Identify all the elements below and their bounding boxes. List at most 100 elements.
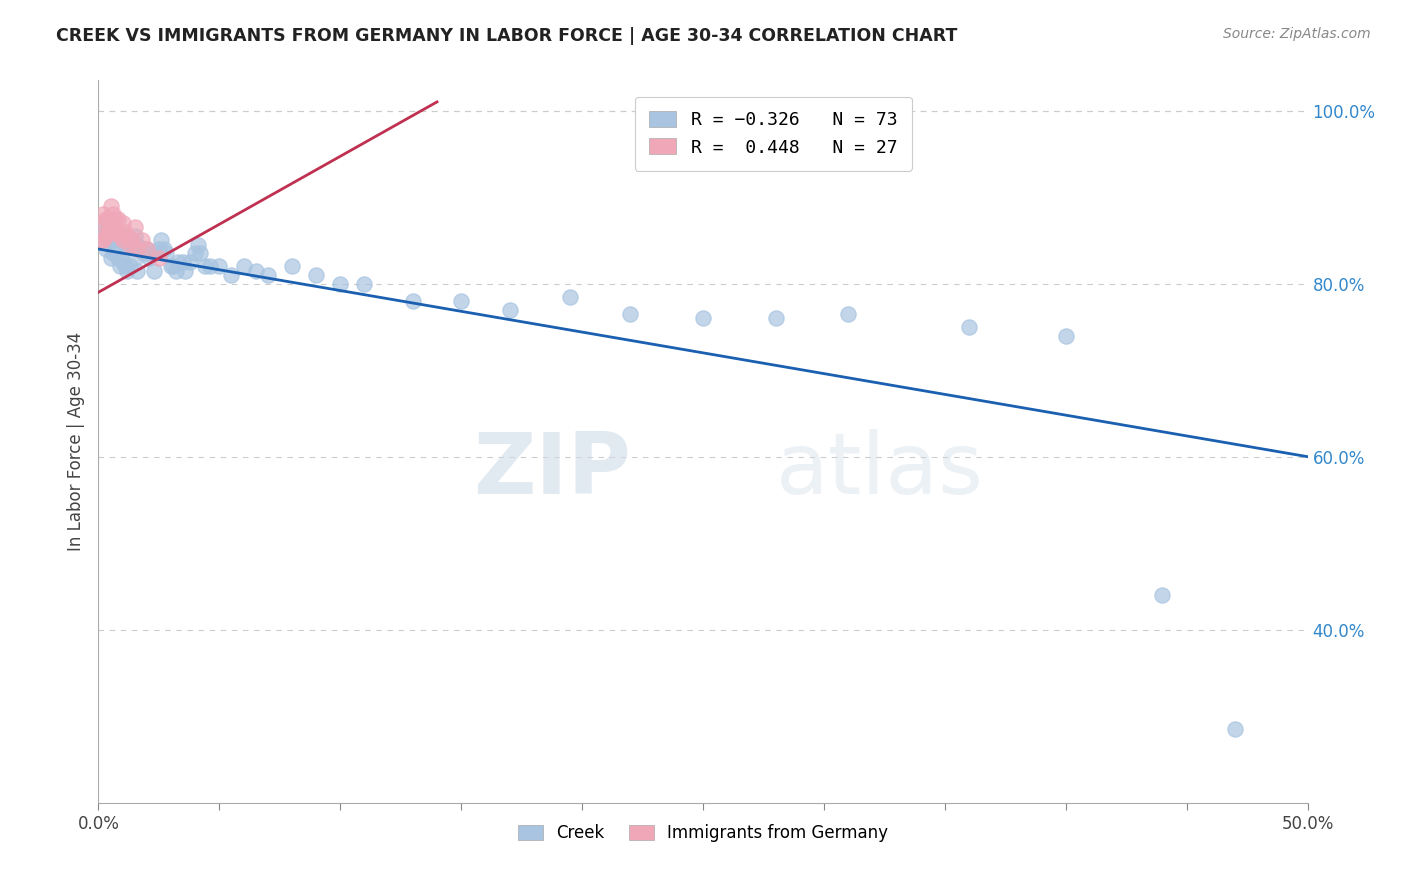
Point xyxy=(402,293,425,308)
Point xyxy=(1152,588,1174,602)
Point xyxy=(184,246,207,260)
Point xyxy=(141,246,163,260)
Point xyxy=(134,246,156,260)
Point xyxy=(221,268,243,282)
Point xyxy=(90,233,112,247)
Point xyxy=(101,229,124,244)
Point xyxy=(104,211,127,226)
Point xyxy=(165,263,187,277)
Point xyxy=(97,216,120,230)
Point xyxy=(94,211,117,226)
Point xyxy=(127,263,149,277)
Point xyxy=(1223,723,1246,737)
Point xyxy=(101,207,124,221)
Point xyxy=(256,268,278,282)
Point xyxy=(117,229,139,244)
Point xyxy=(117,263,139,277)
Point xyxy=(101,225,124,239)
Point xyxy=(108,260,131,274)
Point xyxy=(124,251,146,265)
Point xyxy=(90,216,112,230)
Point xyxy=(498,302,520,317)
Point xyxy=(121,237,143,252)
Point xyxy=(305,268,328,282)
Point xyxy=(108,229,131,244)
Point xyxy=(128,242,150,256)
Point xyxy=(450,293,472,308)
Point xyxy=(101,246,124,260)
Point xyxy=(118,237,141,252)
Point xyxy=(94,225,117,239)
Point xyxy=(208,260,231,274)
Point xyxy=(127,237,149,252)
Y-axis label: In Labor Force | Age 30-34: In Labor Force | Age 30-34 xyxy=(66,332,84,551)
Point xyxy=(558,290,581,304)
Point xyxy=(194,260,217,274)
Point xyxy=(91,229,114,244)
Point xyxy=(111,233,134,247)
Point xyxy=(143,263,166,277)
Point xyxy=(104,225,127,239)
Point xyxy=(91,233,114,247)
Point xyxy=(100,199,122,213)
Text: atlas: atlas xyxy=(776,429,984,512)
Point xyxy=(114,260,136,274)
Point xyxy=(179,255,201,269)
Point xyxy=(174,263,197,277)
Point xyxy=(114,225,136,239)
Point xyxy=(97,211,120,226)
Point xyxy=(114,233,136,247)
Point xyxy=(94,242,117,256)
Point xyxy=(117,237,139,252)
Point xyxy=(837,307,859,321)
Point xyxy=(100,220,122,235)
Point xyxy=(97,225,120,239)
Point xyxy=(118,260,141,274)
Point xyxy=(167,255,190,269)
Point xyxy=(131,242,153,256)
Legend: Creek, Immigrants from Germany: Creek, Immigrants from Germany xyxy=(510,817,896,848)
Point xyxy=(148,251,170,265)
Point xyxy=(94,229,117,244)
Point xyxy=(692,311,714,326)
Point xyxy=(111,216,134,230)
Point xyxy=(150,233,173,247)
Point xyxy=(104,242,127,256)
Point xyxy=(107,251,129,265)
Point xyxy=(135,242,157,256)
Point xyxy=(111,255,134,269)
Point xyxy=(172,255,194,269)
Point xyxy=(90,216,112,230)
Point xyxy=(245,263,267,277)
Point xyxy=(162,260,184,274)
Point xyxy=(619,307,641,321)
Point xyxy=(100,251,122,265)
Point xyxy=(121,233,143,247)
Point xyxy=(107,225,129,239)
Point xyxy=(100,233,122,247)
Point xyxy=(187,237,209,252)
Point xyxy=(107,211,129,226)
Point xyxy=(148,242,170,256)
Point xyxy=(127,242,149,256)
Text: ZIP: ZIP xyxy=(472,429,630,512)
Point xyxy=(353,277,375,291)
Point xyxy=(91,207,114,221)
Point xyxy=(138,251,160,265)
Point xyxy=(111,229,134,244)
Point xyxy=(329,277,352,291)
Point xyxy=(198,260,221,274)
Point xyxy=(1054,328,1077,343)
Point xyxy=(160,260,183,274)
Point xyxy=(118,233,141,247)
Point xyxy=(152,242,174,256)
Point xyxy=(188,246,211,260)
Point xyxy=(107,229,129,244)
Point xyxy=(135,242,157,256)
Point xyxy=(124,220,146,235)
Text: CREEK VS IMMIGRANTS FROM GERMANY IN LABOR FORCE | AGE 30-34 CORRELATION CHART: CREEK VS IMMIGRANTS FROM GERMANY IN LABO… xyxy=(56,27,957,45)
Point xyxy=(765,311,787,326)
Point xyxy=(155,246,177,260)
Point xyxy=(97,233,120,247)
Point xyxy=(232,260,254,274)
